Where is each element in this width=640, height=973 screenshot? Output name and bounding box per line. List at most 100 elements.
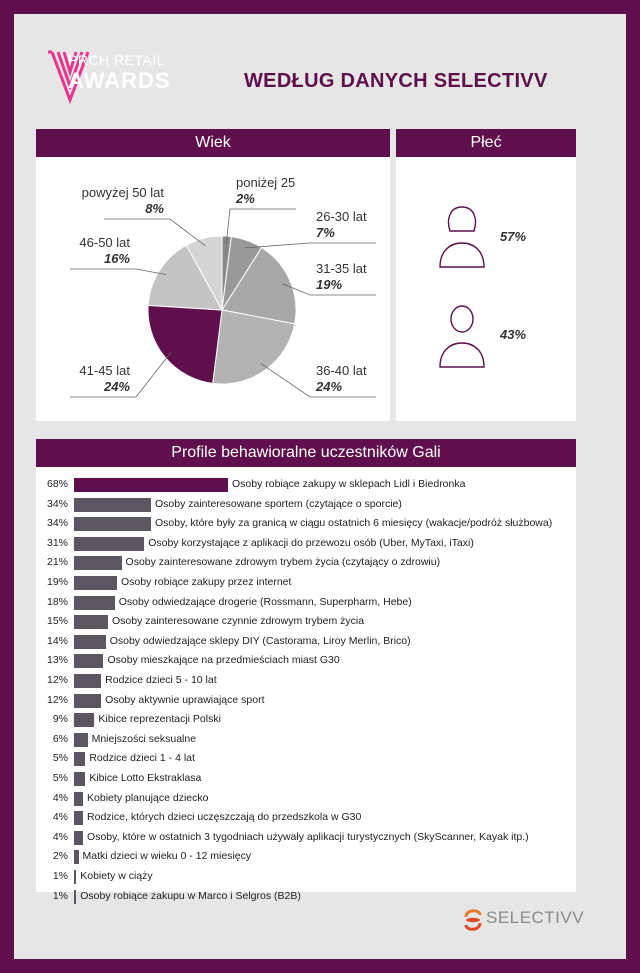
bar-value-label: 31% bbox=[46, 536, 68, 549]
pie-leader-line bbox=[70, 351, 172, 398]
pie-leader-line bbox=[104, 218, 206, 247]
bar-category-label: Osoby odwiedzające sklepy DIY (Castorama… bbox=[109, 634, 411, 647]
bar bbox=[74, 674, 102, 688]
bar-row: 68% Osoby robiące zakupy w sklepach Lidl … bbox=[36, 475, 576, 495]
pie-label-pct: 24% bbox=[103, 379, 130, 394]
bar bbox=[74, 576, 118, 590]
pie-leader-line bbox=[260, 363, 376, 398]
bar bbox=[74, 732, 88, 747]
bar-value-label: 9% bbox=[52, 713, 68, 726]
bar-row: 12% Rodzice dzieci 5 - 10 lat bbox=[36, 671, 576, 691]
page-title: WEDŁUG DANYCH SELECTIVV bbox=[244, 70, 548, 92]
bar-row: 4% Osoby, które w ostatnich 3 tygodniach … bbox=[36, 828, 576, 848]
pie-slice-36-40-lat bbox=[212, 309, 296, 385]
bar-row: 34% Osoby zainteresowane sportem (czytają… bbox=[36, 495, 576, 515]
bar-row: 34% Osoby, które były za granicą w ciągu … bbox=[36, 514, 576, 534]
pie-label-pct: 8% bbox=[145, 201, 164, 216]
bar bbox=[74, 752, 86, 767]
bar bbox=[74, 595, 115, 610]
bar-category-label: Osoby mieszkające na przedmieściach mias… bbox=[107, 654, 340, 667]
bar-category-label: Osoby robiące zakupy przez internet bbox=[121, 576, 292, 588]
pie-label-text: 31-35 lat bbox=[316, 261, 367, 276]
bar bbox=[74, 870, 77, 884]
pie-label-text: 26-30 lat bbox=[316, 209, 367, 224]
bar-value-label: 14% bbox=[46, 634, 68, 647]
prch-retail-awards-logo bbox=[48, 50, 90, 105]
bar-category-label: Kobiety planujące dziecko bbox=[87, 791, 209, 804]
bar bbox=[74, 654, 104, 669]
logo-line2: AWARDS bbox=[68, 68, 171, 93]
pie-label-text: powyżej 50 lat bbox=[81, 185, 164, 200]
bar bbox=[74, 850, 79, 865]
pie-leader-line bbox=[244, 242, 376, 249]
bar-row: 31% Osoby korzystające z aplikacji do prz… bbox=[36, 534, 576, 554]
bar-category-label: Osoby robiące zakupu w Marco i Selgros (… bbox=[80, 889, 301, 902]
male-pct: 43% bbox=[500, 327, 527, 342]
pie-label-pct: 7% bbox=[316, 225, 335, 240]
bar-row: 14% Osoby odwiedzające sklepy DIY (Castor… bbox=[36, 632, 576, 652]
pie-leader-line bbox=[282, 283, 376, 296]
female-icon bbox=[439, 206, 485, 268]
selectivv-brand: SELECTIVV bbox=[486, 908, 585, 927]
bar-value-label: 12% bbox=[46, 693, 68, 706]
bar-category-label: Mniejszości seksualne bbox=[91, 732, 197, 745]
pie-label: 46-50 lat 16% bbox=[79, 235, 130, 267]
bar-value-label: 6% bbox=[52, 732, 68, 745]
gender-panel-title: Płeć bbox=[396, 129, 576, 157]
bar-row: 13% Osoby mieszkające na przedmieściach m… bbox=[36, 651, 576, 671]
bar-row: 18% Osoby odwiedzające drogerie (Rossmann… bbox=[36, 593, 576, 613]
pie-leader-line bbox=[225, 208, 296, 245]
bar-row: 4% Kobiety planujące dziecko bbox=[36, 789, 576, 809]
pie-label-pct: 24% bbox=[316, 379, 343, 394]
bar-category-label: Rodzice dzieci 5 - 10 lat bbox=[105, 674, 217, 686]
pie-label: poniżej 25 2% bbox=[236, 175, 295, 207]
bar bbox=[74, 497, 151, 512]
bar bbox=[74, 811, 84, 826]
pie-label-text: 46-50 lat bbox=[79, 235, 130, 250]
age-panel-title: Wiek bbox=[36, 129, 390, 157]
bar-value-label: 34% bbox=[46, 497, 68, 510]
bar bbox=[74, 536, 145, 551]
bar-category-label: Osoby zainteresowane zdrowym trybem życi… bbox=[125, 556, 441, 569]
pie-label: 26-30 lat 7% bbox=[316, 209, 367, 241]
bar-row: 2% Matki dzieci w wieku 0 - 12 miesięcy bbox=[36, 847, 576, 867]
bar-row: 15% Osoby zainteresowane czynnie zdrowym … bbox=[36, 612, 576, 632]
pie-label: 41-45 lat 24% bbox=[79, 363, 130, 395]
pie-label-pct: 19% bbox=[316, 277, 343, 292]
bar bbox=[74, 693, 102, 708]
male-icon bbox=[439, 305, 485, 368]
age-pie-chart bbox=[70, 208, 376, 398]
bar-row: 9% Kibice reprezentacji Polski bbox=[36, 710, 576, 730]
bar-row: 1% Kobiety w ciąży bbox=[36, 867, 576, 887]
bar-category-label: Kibice Lotto Ekstraklasa bbox=[89, 772, 202, 784]
bar-value-label: 12% bbox=[46, 674, 68, 686]
bar-row: 5% Kibice Lotto Ekstraklasa bbox=[36, 769, 576, 789]
bar-category-label: Osoby robiące zakupy w sklepach Lidl i B… bbox=[232, 478, 466, 490]
bar-category-label: Osoby zainteresowane czynnie zdrowym try… bbox=[111, 615, 365, 628]
bar bbox=[74, 772, 86, 786]
bar bbox=[74, 556, 122, 571]
pie-label: 36-40 lat 24% bbox=[316, 363, 367, 395]
bar-value-label: 1% bbox=[52, 889, 68, 902]
bar-value-label: 13% bbox=[46, 654, 68, 667]
pie-slice-31-35-lat bbox=[221, 246, 297, 325]
bar-category-label: Rodzice, których dzieci uczęszczają do p… bbox=[87, 811, 362, 824]
pie-slice-powyżej-50-lat bbox=[185, 235, 223, 311]
bar bbox=[74, 830, 84, 845]
pie-slice-46-50-lat bbox=[147, 244, 223, 311]
female-pct: 57% bbox=[500, 229, 527, 244]
bar-category-label: Osoby, które były za granicą w ciągu ost… bbox=[155, 517, 553, 530]
bar bbox=[74, 634, 106, 649]
bar-value-label: 4% bbox=[52, 811, 68, 824]
bar-value-label: 18% bbox=[46, 595, 68, 608]
pie-label: 31-35 lat 19% bbox=[316, 261, 367, 293]
bar-row: 4% Rodzice, których dzieci uczęszczają do… bbox=[36, 808, 576, 828]
bar-value-label: 4% bbox=[52, 791, 68, 804]
bar bbox=[74, 615, 108, 630]
bar-value-label: 2% bbox=[52, 850, 68, 863]
bar bbox=[74, 713, 95, 728]
bar-value-label: 1% bbox=[52, 870, 68, 882]
pie-label-text: 36-40 lat bbox=[316, 363, 367, 378]
bar-category-label: Osoby aktywnie uprawiające sport bbox=[105, 693, 265, 706]
selectivv-logo-icon bbox=[464, 909, 482, 931]
